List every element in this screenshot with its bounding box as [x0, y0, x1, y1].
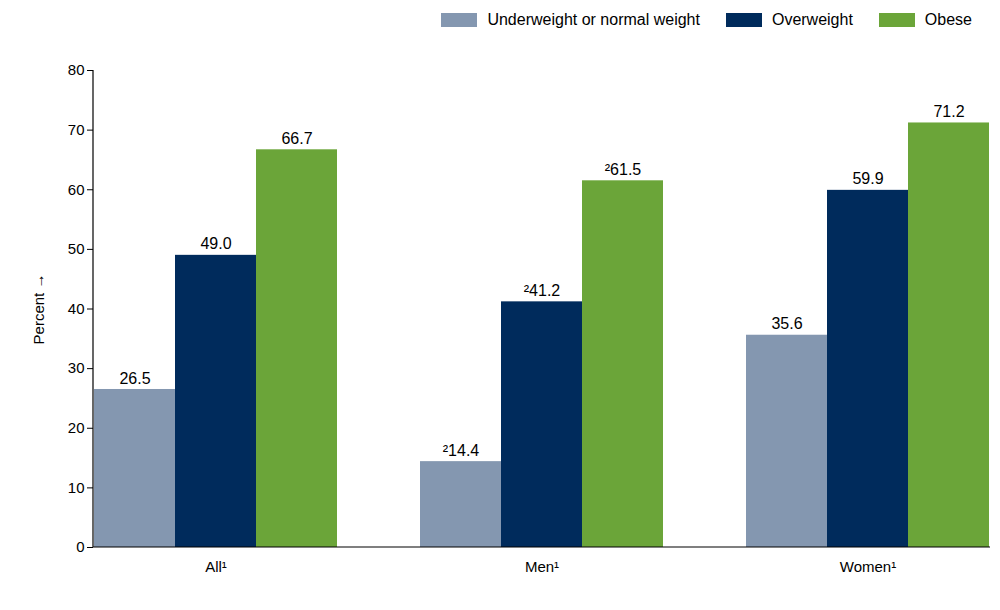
svg-text:49.0: 49.0	[200, 235, 231, 252]
svg-text:60: 60	[68, 181, 85, 198]
svg-text:0: 0	[76, 538, 84, 555]
svg-text:10: 10	[68, 479, 85, 496]
svg-text:Percent →: Percent →	[30, 274, 47, 345]
svg-text:26.5: 26.5	[119, 370, 150, 387]
svg-text:35.6: 35.6	[771, 315, 802, 332]
html-text:Obese: Obese	[924, 11, 972, 28]
svg-text:50: 50	[68, 240, 85, 257]
svg-text:²61.5: ²61.5	[605, 161, 642, 178]
svg-text:²41.2: ²41.2	[524, 282, 561, 299]
svg-text:20: 20	[68, 419, 85, 436]
svg-text:71.2: 71.2	[933, 103, 964, 120]
svg-text:²14.4: ²14.4	[443, 442, 480, 459]
svg-text:Men¹: Men¹	[525, 558, 559, 575]
html-text:Overweight: Overweight	[771, 11, 853, 28]
svg-text:Women¹: Women¹	[840, 558, 896, 575]
svg-text:59.9: 59.9	[852, 170, 883, 187]
svg-text:66.7: 66.7	[281, 130, 312, 147]
svg-text:40: 40	[68, 300, 85, 317]
svg-text:30: 30	[68, 359, 85, 376]
svg-text:All¹: All¹	[205, 558, 227, 575]
svg-text:80: 80	[68, 61, 85, 78]
html-text:Underweight or normal weight: Underweight or normal weight	[487, 11, 700, 28]
svg-text:70: 70	[68, 121, 85, 138]
